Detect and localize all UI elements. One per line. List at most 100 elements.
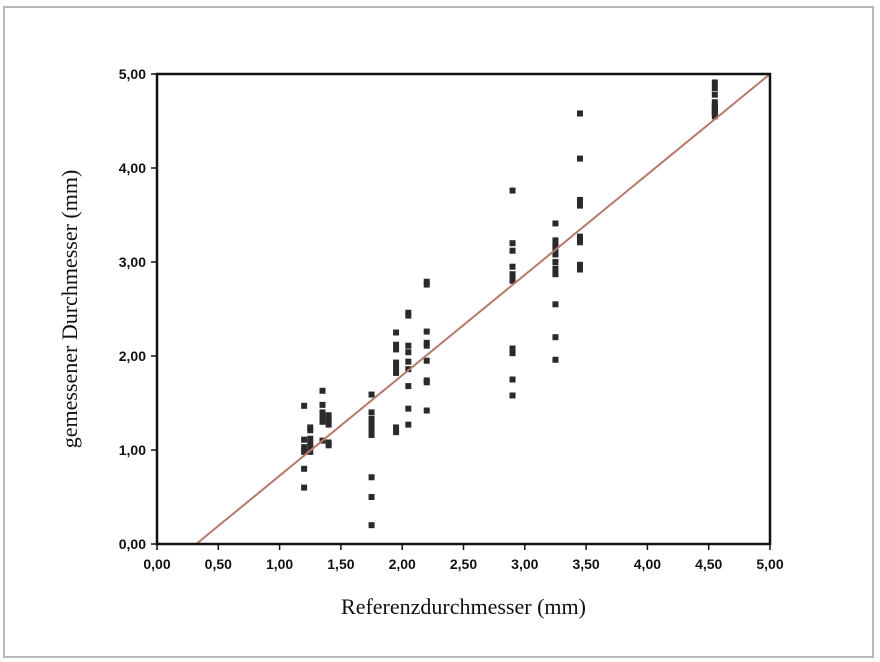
y-tick-label: 4,00 — [119, 160, 146, 176]
x-tick-label: 0,00 — [143, 556, 170, 572]
data-point — [552, 220, 559, 227]
data-point — [576, 202, 583, 209]
data-point — [368, 474, 375, 481]
x-tick-label: 3,00 — [511, 556, 538, 572]
data-point — [509, 345, 516, 352]
data-point — [368, 421, 375, 428]
data-point — [711, 91, 718, 98]
x-tick-label: 1,00 — [266, 556, 293, 572]
data-point — [552, 334, 559, 341]
data-point — [393, 329, 400, 336]
data-point — [307, 444, 314, 451]
data-point — [325, 416, 332, 423]
data-point — [576, 155, 583, 162]
data-point — [509, 187, 516, 194]
data-point — [319, 409, 326, 416]
y-axis-label: gemessener Durchmesser (mm) — [57, 170, 82, 449]
data-point — [368, 426, 375, 433]
y-tick-label: 1,00 — [119, 442, 146, 458]
data-point — [301, 484, 308, 491]
x-axis-label: Referenzdurchmesser (mm) — [341, 594, 586, 619]
data-point — [552, 271, 559, 278]
data-point — [319, 418, 326, 425]
data-point — [307, 427, 314, 434]
data-point — [509, 271, 516, 278]
data-point — [319, 387, 326, 394]
data-point — [405, 383, 412, 390]
x-tick-label: 4,00 — [634, 556, 661, 572]
data-point — [325, 412, 332, 419]
data-point — [711, 113, 718, 120]
data-point — [552, 265, 559, 272]
data-point — [576, 239, 583, 246]
data-point — [393, 424, 400, 431]
x-tick-label: 2,50 — [450, 556, 477, 572]
data-point — [368, 431, 375, 438]
data-point — [405, 405, 412, 412]
data-point — [393, 364, 400, 371]
data-point — [301, 444, 308, 451]
axis-ticks: 0,00 0,50 1,00 1,50 2,00 2,50 3,00 3,50 4,00 4,50… — [119, 66, 784, 572]
data-point — [405, 342, 412, 349]
data-point — [576, 110, 583, 117]
data-point — [301, 465, 308, 472]
data-point — [325, 442, 332, 449]
x-tick-label: 4,50 — [695, 556, 722, 572]
data-point — [307, 440, 314, 447]
data-point — [393, 359, 400, 366]
data-point — [423, 379, 430, 386]
data-point — [423, 357, 430, 364]
data-point — [405, 421, 412, 428]
y-tick-label: 2,00 — [119, 348, 146, 364]
data-point — [509, 247, 516, 254]
data-point — [301, 448, 308, 455]
data-point — [319, 401, 326, 408]
x-tick-label: 3,50 — [572, 556, 599, 572]
data-point — [423, 281, 430, 288]
data-point — [423, 342, 430, 349]
x-tick-label: 1,50 — [327, 556, 354, 572]
data-point — [368, 415, 375, 422]
data-point — [576, 266, 583, 273]
data-point — [319, 414, 326, 421]
y-tick-label: 0,00 — [119, 536, 146, 552]
data-point — [509, 240, 516, 247]
data-point — [368, 494, 375, 500]
data-point — [307, 435, 314, 442]
data-point — [509, 350, 516, 357]
data-point — [368, 522, 375, 529]
regression-line — [195, 73, 771, 545]
data-point — [393, 341, 400, 348]
data-point — [423, 407, 430, 414]
data-point — [552, 237, 559, 244]
data-point — [711, 79, 718, 86]
data-point — [552, 356, 559, 363]
data-point — [509, 392, 516, 399]
plot-area — [155, 72, 772, 546]
data-point — [576, 196, 583, 203]
data-point — [405, 349, 412, 356]
data-point — [368, 391, 375, 398]
data-point — [711, 99, 718, 106]
data-point — [393, 429, 400, 436]
x-tick-label: 2,00 — [389, 556, 416, 572]
data-point — [509, 376, 516, 383]
data-point — [509, 277, 516, 284]
data-point — [552, 243, 559, 250]
data-point — [509, 263, 516, 270]
y-tick-label: 3,00 — [119, 254, 146, 270]
data-point — [552, 251, 559, 258]
data-point — [423, 328, 430, 335]
data-point — [368, 409, 375, 416]
figure-frame — [3, 6, 874, 658]
data-point — [552, 259, 559, 265]
data-point — [552, 301, 559, 308]
chart-marks — [195, 73, 771, 545]
data-point — [405, 312, 412, 319]
data-point — [393, 369, 400, 376]
data-point — [711, 85, 718, 92]
data-point — [301, 402, 308, 409]
data-point — [301, 436, 308, 443]
data-point — [325, 421, 332, 428]
